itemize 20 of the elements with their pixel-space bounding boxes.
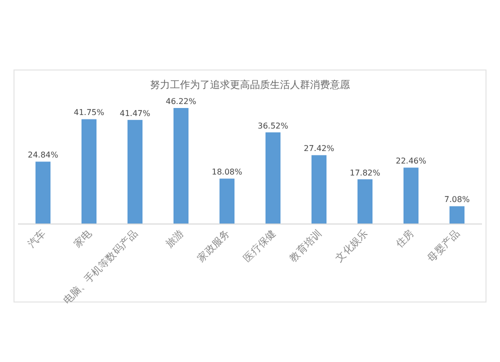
data-label: 41.47% xyxy=(120,108,151,118)
x-tick-label: 住房 xyxy=(393,228,416,250)
data-label: 7.08% xyxy=(444,195,470,204)
x-tick-label: 家电 xyxy=(71,228,94,250)
data-label: 22.46% xyxy=(396,156,427,166)
x-tick-label: 文化娱乐 xyxy=(333,228,370,264)
x-tick-label: 教育培训 xyxy=(287,228,324,264)
title: 努力工作为了追求更高品质生活人群消费意愿 xyxy=(150,80,350,91)
data-label: 36.52% xyxy=(258,121,289,130)
data-label: 17.82% xyxy=(350,168,381,178)
data-label: 24.84% xyxy=(28,150,59,160)
data-label: 41.75% xyxy=(74,108,105,118)
x-tick-label: 医疗保健 xyxy=(241,228,278,264)
data-label: 27.42% xyxy=(304,144,335,154)
x-tick-label: 汽车 xyxy=(25,228,48,250)
data-label: 46.22% xyxy=(166,97,197,106)
data-label: 18.08% xyxy=(212,168,243,177)
x-tick-label: 旅游 xyxy=(163,228,186,250)
x-tick-label: 家政服务 xyxy=(195,228,232,264)
x-tick-label: 母婴产品 xyxy=(425,228,462,264)
